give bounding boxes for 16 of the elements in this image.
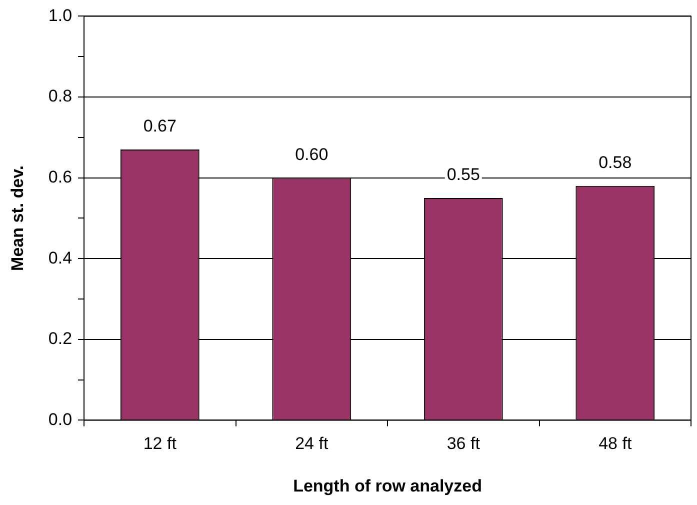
data-label: 0.60 bbox=[295, 144, 328, 164]
data-label: 0.55 bbox=[446, 165, 480, 184]
y-axis-title: Mean st. dev. bbox=[8, 165, 27, 271]
y-tick-label: 0.4 bbox=[48, 248, 72, 268]
y-tick-label: 0.6 bbox=[48, 167, 72, 186]
y-tick-label: 0.2 bbox=[48, 329, 72, 348]
y-tick-label: 0.8 bbox=[48, 86, 72, 106]
x-tick-label: 12 ft bbox=[143, 434, 177, 454]
data-label: 0.58 bbox=[598, 153, 632, 172]
x-tick-label: 24 ft bbox=[295, 434, 328, 454]
y-tick-label: 1.0 bbox=[48, 6, 72, 25]
y-tick-label: 0.0 bbox=[48, 410, 72, 429]
x-tick-label: 36 ft bbox=[446, 434, 480, 454]
x-tick-label: 48 ft bbox=[598, 434, 632, 454]
data-label: 0.67 bbox=[143, 116, 176, 136]
x-axis-title: Length of row analyzed bbox=[293, 476, 482, 496]
